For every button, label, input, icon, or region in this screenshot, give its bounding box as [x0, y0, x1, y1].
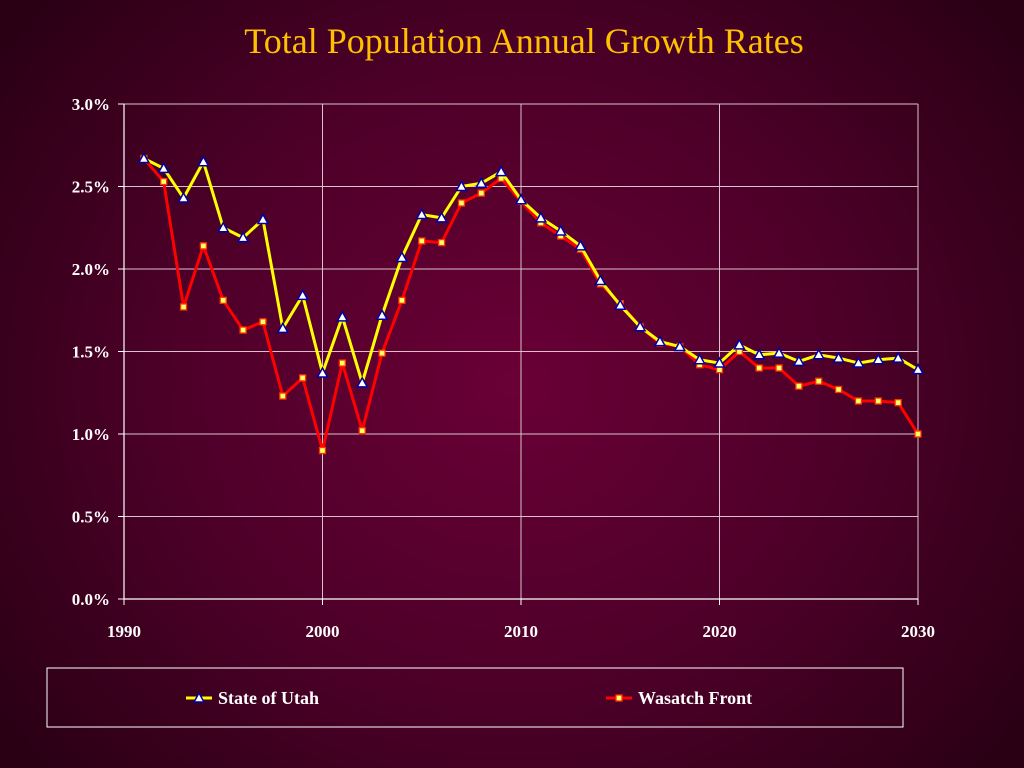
data-point: [375, 308, 389, 320]
data-point: [216, 221, 230, 233]
x-tick-label: 2020: [703, 622, 737, 641]
data-point: [633, 320, 647, 332]
y-tick-label: 0.0%: [72, 590, 110, 609]
data-point: [418, 237, 426, 245]
chart-title: Total Population Annual Growth Rates: [244, 21, 803, 61]
data-point: [415, 208, 429, 220]
legend-label: State of Utah: [218, 688, 319, 708]
data-point: [775, 364, 783, 372]
legend-item: Wasatch Front: [606, 688, 752, 708]
data-point: [157, 161, 170, 174]
series-wasatch-front: [140, 154, 922, 455]
y-tick-label: 1.0%: [72, 425, 110, 444]
data-point: [296, 288, 309, 301]
data-point: [795, 382, 803, 390]
data-point: [872, 353, 885, 365]
data-point: [437, 238, 446, 247]
data-point: [477, 189, 485, 197]
series-state-of-utah: [137, 151, 925, 388]
data-point: [874, 397, 882, 405]
data-point: [219, 296, 227, 305]
data-point: [494, 165, 508, 177]
plot-area: [137, 151, 925, 455]
data-point: [395, 250, 409, 263]
data-point: [854, 397, 863, 405]
data-point: [891, 351, 905, 363]
data-point: [911, 363, 925, 375]
series-line: [142, 157, 920, 452]
data-point: [613, 298, 627, 311]
data-point: [914, 430, 922, 438]
data-point: [455, 179, 468, 192]
data-point: [574, 239, 587, 251]
y-tick-label: 1.5%: [72, 343, 110, 362]
data-point: [812, 348, 826, 360]
data-point: [259, 318, 267, 326]
data-point: [713, 356, 726, 368]
data-point: [457, 199, 466, 207]
data-point: [179, 303, 188, 311]
legend-box: [46, 667, 904, 728]
data-point: [792, 354, 806, 367]
data-point: [514, 193, 528, 205]
data-point: [137, 151, 151, 164]
data-point: [852, 356, 865, 368]
data-point: [338, 359, 347, 367]
data-point: [594, 274, 607, 286]
data-point: [752, 348, 766, 360]
x-axis-ticks: 1990 2000 2010 2020 2030: [107, 622, 935, 641]
data-point: [673, 340, 687, 352]
y-tick-label: 2.0%: [72, 260, 110, 279]
data-point: [197, 155, 210, 167]
data-point: [894, 398, 902, 407]
data-point: [554, 224, 567, 236]
data-point: [358, 427, 366, 435]
data-point: [832, 351, 845, 363]
legend-label: Wasatch Front: [638, 688, 752, 708]
data-point: [355, 376, 369, 388]
data-point: [733, 338, 746, 350]
data-point: [534, 211, 548, 223]
data-point: [693, 353, 706, 365]
data-point: [236, 231, 250, 243]
y-tick-label: 0.5%: [72, 508, 110, 527]
data-point: [239, 326, 247, 334]
data-point: [475, 176, 488, 188]
y-tick-label: 3.0%: [72, 95, 110, 114]
data-point: [815, 377, 823, 385]
data-point: [398, 296, 406, 305]
y-tick-label: 2.5%: [72, 178, 110, 197]
x-tick-label: 1990: [107, 622, 141, 641]
grid: [124, 103, 919, 599]
legend-item: State of Utah: [186, 688, 319, 708]
data-point: [279, 392, 287, 400]
x-tick-label: 2010: [504, 622, 538, 641]
data-point: [276, 321, 290, 334]
series-line: [143, 157, 919, 385]
data-point: [318, 446, 327, 455]
legend-marker: [615, 694, 623, 702]
data-point: [316, 366, 329, 378]
data-point: [653, 335, 667, 347]
data-point: [336, 310, 349, 322]
axes: [118, 103, 919, 605]
legend: State of Utah Wasatch Front: [46, 667, 904, 728]
data-point: [177, 191, 190, 203]
data-point: [298, 374, 307, 382]
y-axis-ticks: 0.0% 0.5% 1.0% 1.5% 2.0% 2.5% 3.0%: [72, 95, 110, 609]
x-tick-label: 2030: [901, 622, 935, 641]
data-point: [755, 364, 763, 372]
data-point: [199, 242, 208, 250]
data-point: [834, 385, 843, 394]
data-point: [160, 177, 168, 186]
data-point: [435, 211, 448, 223]
data-point: [256, 212, 270, 225]
legend-marker: [192, 691, 206, 703]
data-point: [772, 346, 786, 358]
x-tick-label: 2000: [306, 622, 340, 641]
data-point: [378, 349, 386, 357]
